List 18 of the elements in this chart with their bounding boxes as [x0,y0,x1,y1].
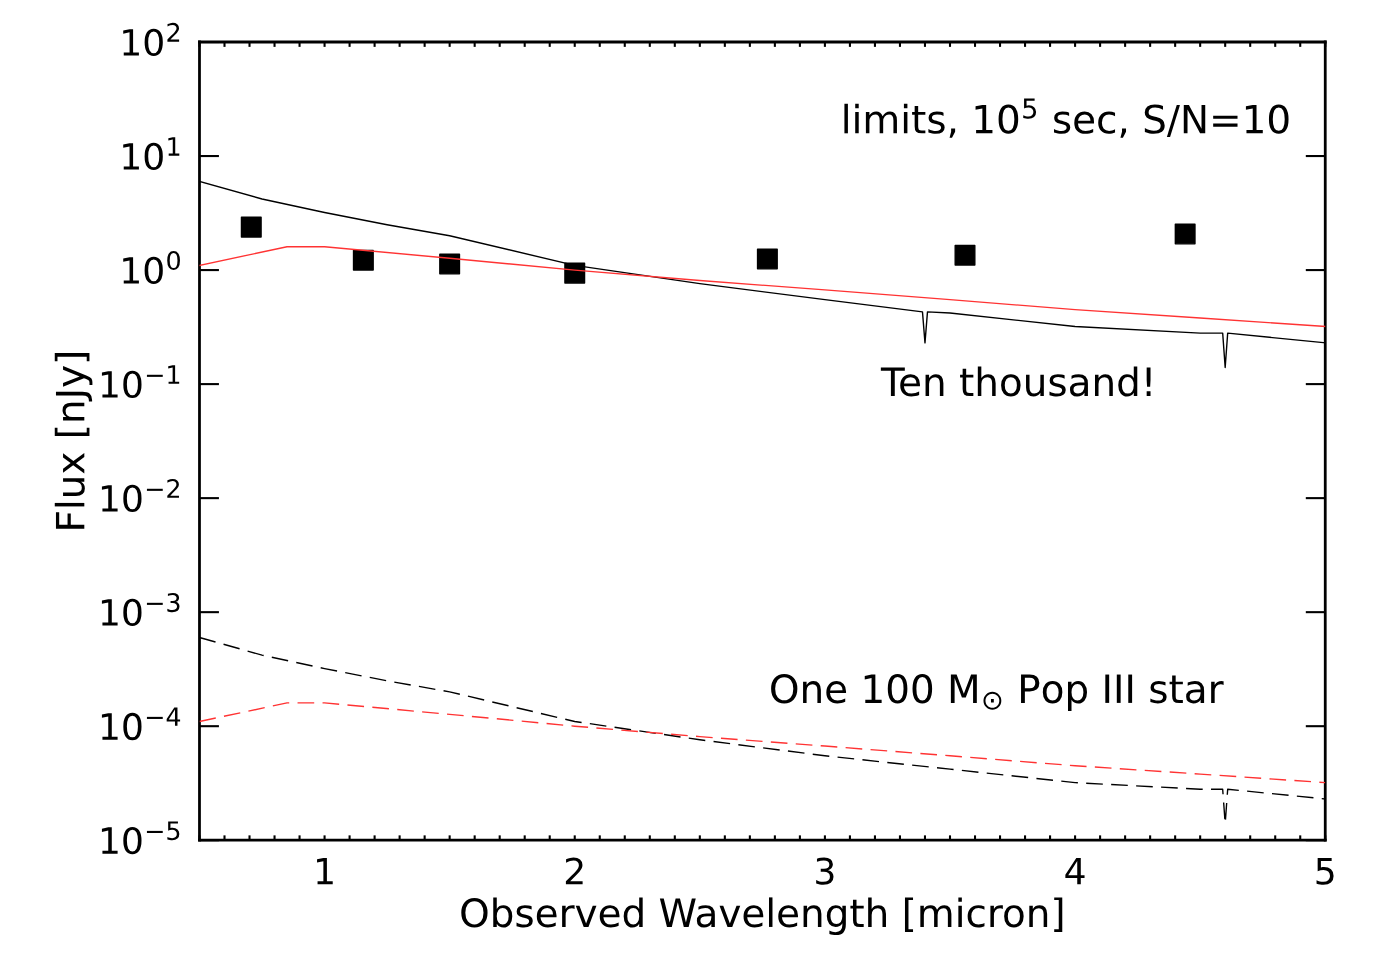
y-tick-label: 10$^{−1}$ [101,365,180,399]
annotation: Ten thousand! [880,366,1151,397]
x-tick-label: 4 [1065,858,1085,885]
y-tick-label: 10$^{2}$ [123,22,180,56]
annotation: limits, 10$^{5}$ sec, S/N=10 [844,98,1289,138]
x-tick-label: 2 [565,857,583,885]
x-tick-label: 3 [816,857,834,885]
y-axis-title: Flux [nJy] [54,353,93,529]
y-tick-label: 10$^{−4}$ [101,707,181,741]
x-axis-title: Observed Wavelength [micron] [461,897,1063,936]
x-tick-label: 5 [1316,858,1334,885]
y-tick-label: 10$^{−5}$ [101,821,180,855]
y-tick-label: 10$^{0}$ [123,250,180,285]
x-tick-label: 1 [317,858,333,885]
annotation: One 100 M$_{⊙}$ Pop III star [771,674,1224,711]
y-tick-label: 10$^{1}$ [123,137,180,171]
y-tick-label: 10$^{−2}$ [101,478,179,513]
y-tick-label: 10$^{−3}$ [101,593,180,627]
